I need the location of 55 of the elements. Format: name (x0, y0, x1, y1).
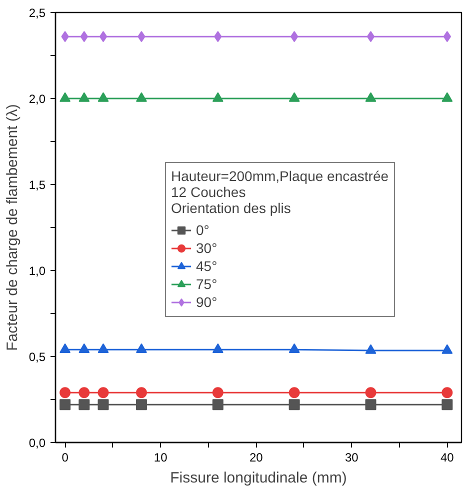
point (288, 399, 300, 410)
point (365, 92, 376, 102)
point (60, 343, 71, 354)
point (78, 387, 90, 398)
point (442, 92, 453, 102)
y-tick-label: 1,0 (28, 264, 46, 278)
point (365, 399, 376, 410)
point (365, 387, 376, 398)
point (98, 399, 109, 410)
legend-label: 90° (196, 293, 218, 311)
point (212, 399, 224, 410)
point (60, 399, 71, 410)
point (365, 344, 376, 354)
point (212, 92, 224, 102)
point (288, 387, 300, 398)
x-tick-label: 10 (154, 450, 168, 464)
point (288, 343, 300, 354)
point (136, 343, 147, 354)
legend-label: 0° (196, 221, 210, 239)
point (78, 399, 90, 410)
point (212, 387, 224, 398)
y-tick-label: 0,5 (28, 350, 46, 364)
x-tick-label: 40 (440, 450, 454, 464)
y-tick-label: 2,5 (28, 6, 46, 20)
x-tick-label: 0 (62, 450, 69, 464)
y-tick-label: 1,5 (28, 178, 46, 192)
point (290, 31, 298, 42)
point (443, 31, 452, 42)
point (60, 92, 71, 102)
point (442, 399, 453, 410)
y-axis-title: Facteur de charge de flambement (λ) (4, 104, 21, 351)
point (136, 92, 147, 102)
legend-title: Hauteur=200mm,Plaque encastrée 12 Couches Orientation des plis (171, 168, 389, 216)
legend-label: 45° (196, 257, 218, 275)
y-tick-label: 0,0 (28, 436, 46, 450)
point (60, 387, 71, 398)
point (78, 343, 90, 354)
x-tick-label: 20 (249, 450, 264, 464)
point (288, 92, 300, 102)
point (98, 387, 109, 398)
point (366, 31, 375, 42)
point (98, 92, 109, 102)
point (136, 399, 147, 410)
x-axis-title: Fissure longitudinale (mm) (170, 470, 347, 486)
point (78, 92, 90, 102)
point (212, 343, 224, 354)
legend-label: 30° (196, 239, 218, 257)
point (442, 344, 453, 354)
point (442, 387, 453, 398)
legend-label: 75° (196, 275, 218, 293)
point (136, 387, 147, 398)
point (98, 343, 109, 354)
point (99, 31, 108, 42)
y-tick-label: 2,0 (28, 92, 46, 106)
x-tick-label: 30 (344, 450, 359, 464)
